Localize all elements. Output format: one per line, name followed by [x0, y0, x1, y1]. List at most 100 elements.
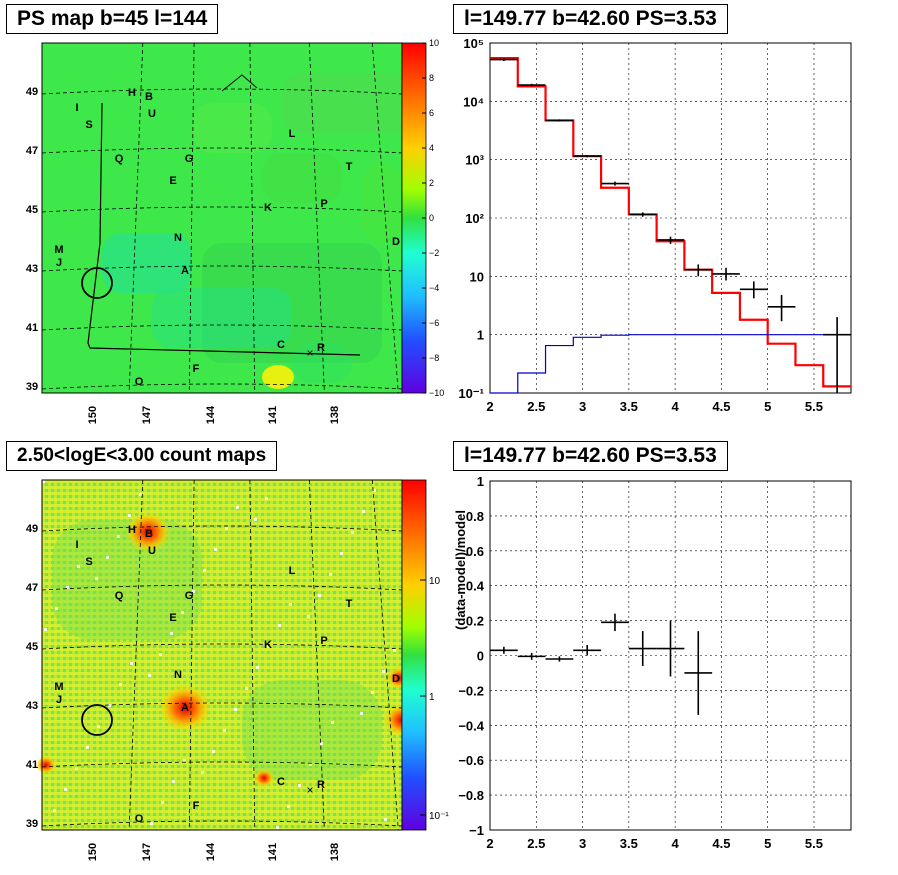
source-label-H: H — [128, 87, 136, 99]
map-boundary — [87, 102, 361, 356]
lon-tick-label: 138 — [329, 406, 341, 424]
spectrum-x-tick-label: 3 — [579, 399, 586, 414]
lat-tick-label: 43 — [26, 700, 38, 712]
map-noise-pixel — [66, 586, 69, 589]
source-label-T: T — [346, 161, 353, 173]
residual-x-tick-label: 4 — [672, 836, 680, 851]
colorbar-top-tick-label: 10 — [429, 38, 439, 48]
spectrum-x-tick-label: 4.5 — [712, 399, 730, 414]
graticule-lon — [249, 479, 256, 831]
map-noise-pixel — [360, 712, 363, 715]
map-noise-pixel — [254, 518, 257, 521]
map-noise-pixel — [276, 826, 279, 829]
graticule-lon — [371, 42, 399, 394]
source-label-J: J — [56, 694, 62, 706]
map-noise-pixel — [148, 674, 151, 677]
map-hotspot — [254, 769, 274, 787]
residual-y-tick-label: −0.4 — [458, 718, 484, 733]
colorbar-top-tick-label: −6 — [429, 318, 439, 328]
map-hotspot — [262, 365, 294, 389]
map-patch — [362, 163, 402, 243]
residual-y-tick-label: 1 — [477, 474, 484, 489]
map-noise-pixel — [384, 818, 387, 821]
lon-tick-label: 138 — [329, 843, 341, 861]
residual-y-tick-label: 0 — [477, 649, 484, 664]
map-noise-pixel — [119, 683, 122, 686]
colorbar-top-tick-label: 8 — [429, 73, 434, 83]
colorbar-bottom: 10 1 10⁻¹ — [401, 479, 449, 831]
source-label-I: I — [75, 539, 78, 551]
source-label-Q: Q — [115, 153, 124, 165]
source-label-D: D — [392, 236, 400, 248]
colorbar-top-tick-label: 4 — [429, 143, 434, 153]
map-noise-pixel — [289, 603, 292, 606]
source-label-U: U — [148, 108, 156, 120]
graticule-lon — [308, 42, 325, 394]
map-background — [42, 480, 402, 830]
map-noise-pixel — [139, 493, 142, 496]
colorbar-top-tick-label: 6 — [429, 108, 434, 118]
map-bottom-title: 2.50<logE<3.00 count maps — [6, 441, 278, 471]
source-label-R: R — [317, 342, 325, 354]
source-label-T: T — [346, 598, 353, 610]
source-label-U: U — [148, 545, 156, 557]
lon-tick-label: 147 — [141, 843, 153, 861]
map-hotspot — [126, 512, 170, 552]
lon-tick-label: 144 — [205, 842, 217, 861]
map-noise-pixel — [225, 527, 228, 530]
graticule-lon — [188, 42, 195, 394]
source-label-H: H — [128, 524, 136, 536]
source-label-K: K — [264, 639, 272, 651]
colorbar-top-tick-label: 0 — [429, 213, 434, 223]
lat-tick-label: 39 — [26, 381, 38, 393]
lat-tick-label: 47 — [26, 145, 38, 157]
lat-tick-label: 39 — [26, 818, 38, 830]
map-noise-pixel — [331, 721, 334, 724]
map-patch — [292, 343, 352, 383]
source-label-O: O — [135, 376, 144, 388]
source-label-G: G — [185, 590, 194, 602]
source-label-N: N — [174, 669, 182, 681]
map-noise-pixel — [267, 645, 270, 648]
spectrum-x-tick-label: 5.5 — [805, 399, 823, 414]
colorbar-bottom-tick-label: 10⁻¹ — [429, 811, 449, 822]
map-patch — [152, 288, 292, 348]
residual-y-tick-label: 0.2 — [466, 614, 484, 629]
residual-title: l=149.77 b=42.60 PS=3.53 — [453, 441, 728, 471]
map-noise-pixel — [307, 615, 310, 618]
source-label-S: S — [85, 556, 92, 568]
graticule-lon — [371, 479, 399, 831]
source-label-Q: Q — [115, 590, 124, 602]
map-noise-pixel — [77, 565, 80, 568]
source-label-K: K — [264, 202, 272, 214]
map-panel-top: 49 47 45 43 41 39 150 147 144 141 138 H B I U S L Q G T E K P N… — [26, 42, 412, 424]
graticule-lon — [249, 42, 256, 394]
lat-tick-label: 45 — [26, 204, 38, 216]
spectrum-y-tick-label: 10⁻¹ — [458, 386, 484, 401]
lon-tick-label: 147 — [141, 406, 153, 424]
map-noise-pixel — [362, 510, 365, 513]
source-label-P: P — [320, 635, 327, 647]
residual-y-tick-label: −0.8 — [458, 788, 484, 803]
map-noise-pixel — [44, 628, 47, 631]
colorbar-bottom-tick-label: 1 — [429, 692, 435, 703]
source-label-E: E — [169, 612, 176, 624]
source-label-D: D — [392, 673, 400, 685]
map-noise-pixel — [256, 666, 259, 669]
map-noise-pixel — [53, 809, 56, 812]
source-label-B: B — [145, 528, 153, 540]
map-noise-pixel — [150, 822, 153, 825]
map-noise-pixel — [106, 556, 109, 559]
source-label-E: E — [169, 175, 176, 187]
map-noise-pixel — [108, 704, 111, 707]
map-noise-pixel — [172, 780, 175, 783]
map-noise-pixel — [201, 771, 204, 774]
map-noise-pixel — [340, 552, 343, 555]
map-patch — [192, 103, 272, 153]
map-patch — [282, 73, 412, 133]
map-patch — [52, 520, 202, 640]
residual-y-tick-label: 0.4 — [466, 579, 485, 594]
map-noise-pixel — [42, 480, 45, 483]
map-noise-pixel — [371, 691, 374, 694]
